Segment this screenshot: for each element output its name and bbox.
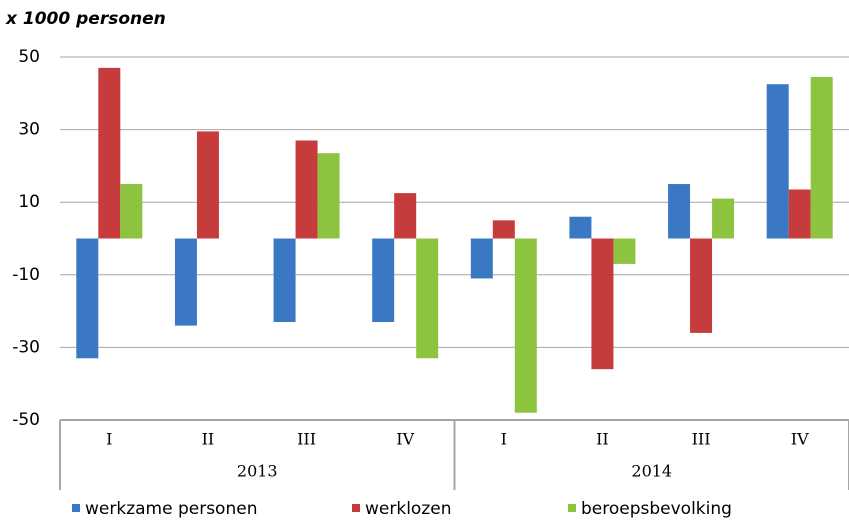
legend-swatch (72, 504, 80, 512)
bar (514, 238, 537, 413)
bar (120, 184, 143, 239)
bar (372, 238, 395, 322)
y-tick-label: -50 (12, 410, 40, 430)
x-tick-label: III (297, 430, 316, 449)
y-tick-label: 10 (18, 192, 40, 212)
bar (613, 238, 636, 264)
bar (492, 220, 515, 239)
bar (174, 238, 197, 326)
bar (416, 238, 439, 359)
legend-label: beroepsbevolking (581, 499, 732, 519)
bar (196, 131, 219, 239)
bar (317, 153, 340, 239)
chart-title: x 1000 personen (5, 9, 166, 29)
bar (470, 238, 493, 279)
bar (98, 67, 121, 239)
bar (591, 238, 614, 370)
bar (810, 76, 833, 239)
bar (766, 84, 789, 239)
y-tick-label: -30 (12, 337, 40, 357)
y-tick-label: -10 (12, 265, 40, 285)
bar (273, 238, 296, 322)
x-tick-label: III (692, 430, 711, 449)
legend-label: werkzame personen (85, 499, 257, 519)
bar (712, 198, 735, 239)
bar (76, 238, 99, 359)
x-tick-label: II (202, 430, 215, 449)
bar (295, 140, 318, 239)
x-tick-label: I (106, 430, 112, 449)
year-label: 2014 (631, 462, 672, 481)
bar (690, 238, 713, 333)
x-tick-label: IV (791, 430, 809, 449)
bar (394, 193, 417, 239)
legend-label: werklozen (365, 499, 451, 519)
year-label: 2013 (237, 462, 278, 481)
legend-swatch (568, 504, 576, 512)
x-tick-label: I (501, 430, 507, 449)
x-tick-label: IV (396, 430, 414, 449)
y-tick-label: 30 (18, 120, 40, 140)
x-tick-label: II (596, 430, 609, 449)
bar (569, 216, 592, 239)
legend-swatch (352, 504, 360, 512)
bar (668, 184, 691, 239)
y-tick-label: 50 (18, 47, 40, 67)
bar (788, 189, 811, 239)
